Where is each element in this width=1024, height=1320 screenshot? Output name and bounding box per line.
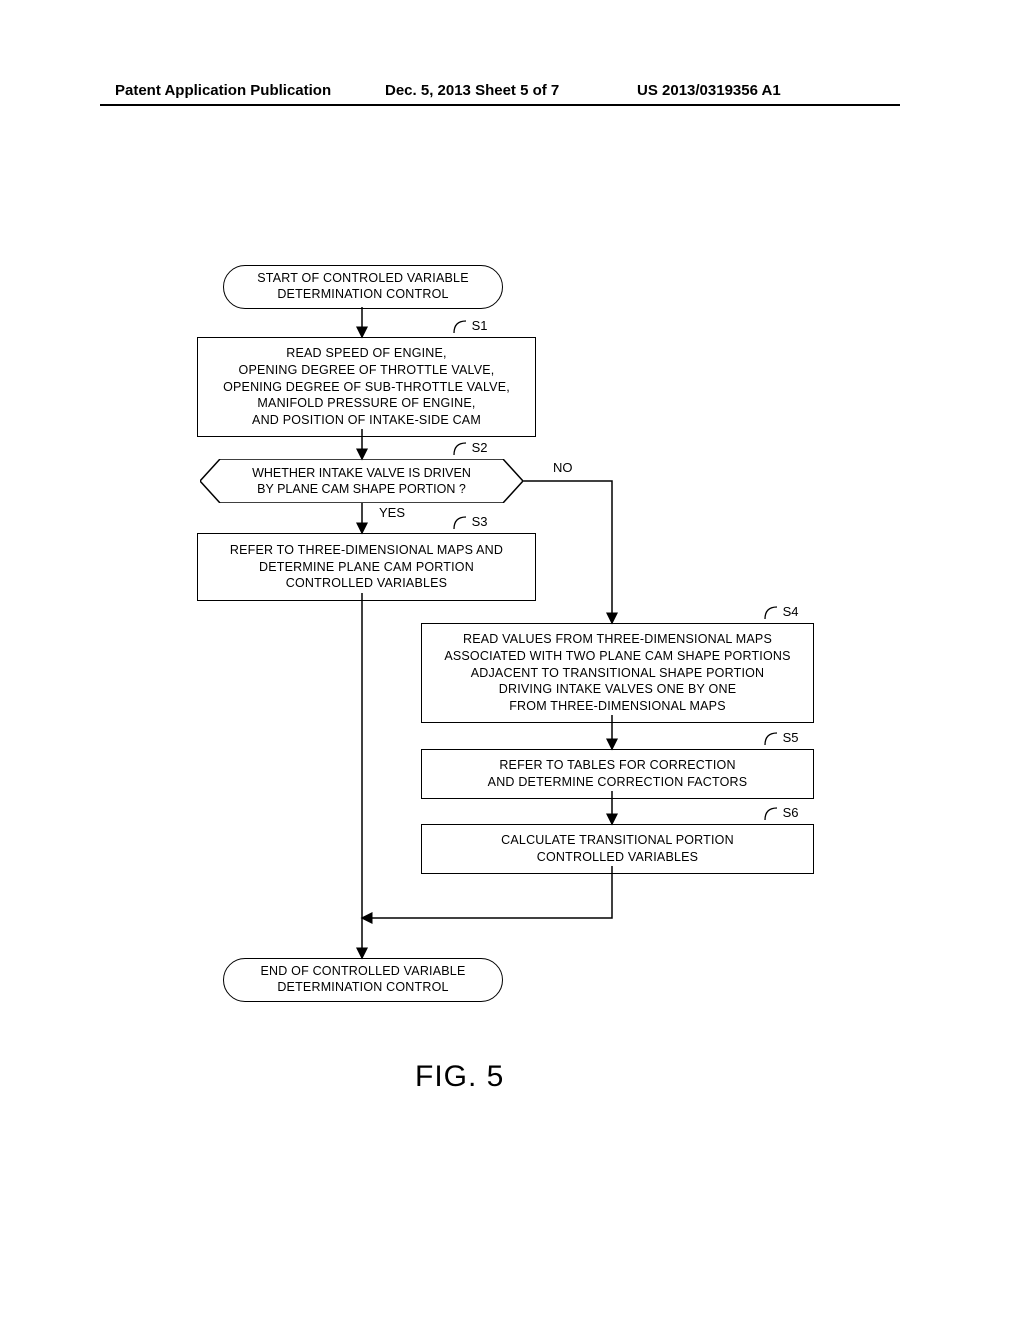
step-label-s4: S4 <box>763 604 799 621</box>
figure-caption: FIG. 5 <box>415 1060 504 1094</box>
step-label-s1: S1 <box>452 318 488 335</box>
s5-l2: AND DETERMINE CORRECTION FACTORS <box>426 774 809 791</box>
page-root: Patent Application Publication Dec. 5, 2… <box>0 0 1024 1320</box>
s1-l5: AND POSITION OF INTAKE-SIDE CAM <box>202 412 531 429</box>
step-label-s6-text: S6 <box>783 805 799 820</box>
flow-step-s3: REFER TO THREE-DIMENSIONAL MAPS AND DETE… <box>197 533 536 601</box>
flow-end-terminator: END OF CONTROLLED VARIABLE DETERMINATION… <box>223 958 503 1002</box>
flow-start-l1: START OF CONTROLED VARIABLE <box>224 271 502 287</box>
flow-step-s5: REFER TO TABLES FOR CORRECTION AND DETER… <box>421 749 814 799</box>
flow-end-l1: END OF CONTROLLED VARIABLE <box>224 964 502 980</box>
step-label-s3-text: S3 <box>472 514 488 529</box>
s6-l1: CALCULATE TRANSITIONAL PORTION <box>426 832 809 849</box>
s1-l3: OPENING DEGREE OF SUB-THROTTLE VALVE, <box>202 379 531 396</box>
s3-l1: REFER TO THREE-DIMENSIONAL MAPS AND <box>202 542 531 559</box>
step-label-s2: S2 <box>452 440 488 457</box>
step-label-s5: S5 <box>763 730 799 747</box>
s1-l1: READ SPEED OF ENGINE, <box>202 345 531 362</box>
step-label-s6: S6 <box>763 805 799 822</box>
branch-label-yes: YES <box>379 505 405 520</box>
flow-end-l2: DETERMINATION CONTROL <box>224 980 502 996</box>
step-label-s5-text: S5 <box>783 730 799 745</box>
s3-l3: CONTROLLED VARIABLES <box>202 575 531 592</box>
flow-step-s4: READ VALUES FROM THREE-DIMENSIONAL MAPS … <box>421 623 814 723</box>
s4-l1: READ VALUES FROM THREE-DIMENSIONAL MAPS <box>426 631 809 648</box>
flow-step-s1: READ SPEED OF ENGINE, OPENING DEGREE OF … <box>197 337 536 437</box>
flow-start-l2: DETERMINATION CONTROL <box>224 287 502 303</box>
header-left-text: Patent Application Publication <box>115 82 331 99</box>
step-label-s1-text: S1 <box>472 318 488 333</box>
flow-decision-s2: WHETHER INTAKE VALVE IS DRIVEN BY PLANE … <box>200 459 523 503</box>
step-label-s2-text: S2 <box>472 440 488 455</box>
header-rule <box>100 104 900 106</box>
s4-l3: ADJACENT TO TRANSITIONAL SHAPE PORTION <box>426 665 809 682</box>
s2-l1: WHETHER INTAKE VALVE IS DRIVEN <box>252 466 471 480</box>
branch-label-no: NO <box>553 460 573 475</box>
s1-l2: OPENING DEGREE OF THROTTLE VALVE, <box>202 362 531 379</box>
s4-l5: FROM THREE-DIMENSIONAL MAPS <box>426 698 809 715</box>
s1-l4: MANIFOLD PRESSURE OF ENGINE, <box>202 395 531 412</box>
s3-l2: DETERMINE PLANE CAM PORTION <box>202 559 531 576</box>
s5-l1: REFER TO TABLES FOR CORRECTION <box>426 757 809 774</box>
flow-step-s6: CALCULATE TRANSITIONAL PORTION CONTROLLE… <box>421 824 814 874</box>
header-right-text: US 2013/0319356 A1 <box>637 82 781 99</box>
header-middle-text: Dec. 5, 2013 Sheet 5 of 7 <box>385 82 559 99</box>
s4-l4: DRIVING INTAKE VALVES ONE BY ONE <box>426 681 809 698</box>
step-label-s3: S3 <box>452 514 488 531</box>
s4-l2: ASSOCIATED WITH TWO PLANE CAM SHAPE PORT… <box>426 648 809 665</box>
step-label-s4-text: S4 <box>783 604 799 619</box>
s2-l2: BY PLANE CAM SHAPE PORTION ? <box>257 482 466 496</box>
s6-l2: CONTROLLED VARIABLES <box>426 849 809 866</box>
flow-start-terminator: START OF CONTROLED VARIABLE DETERMINATIO… <box>223 265 503 309</box>
